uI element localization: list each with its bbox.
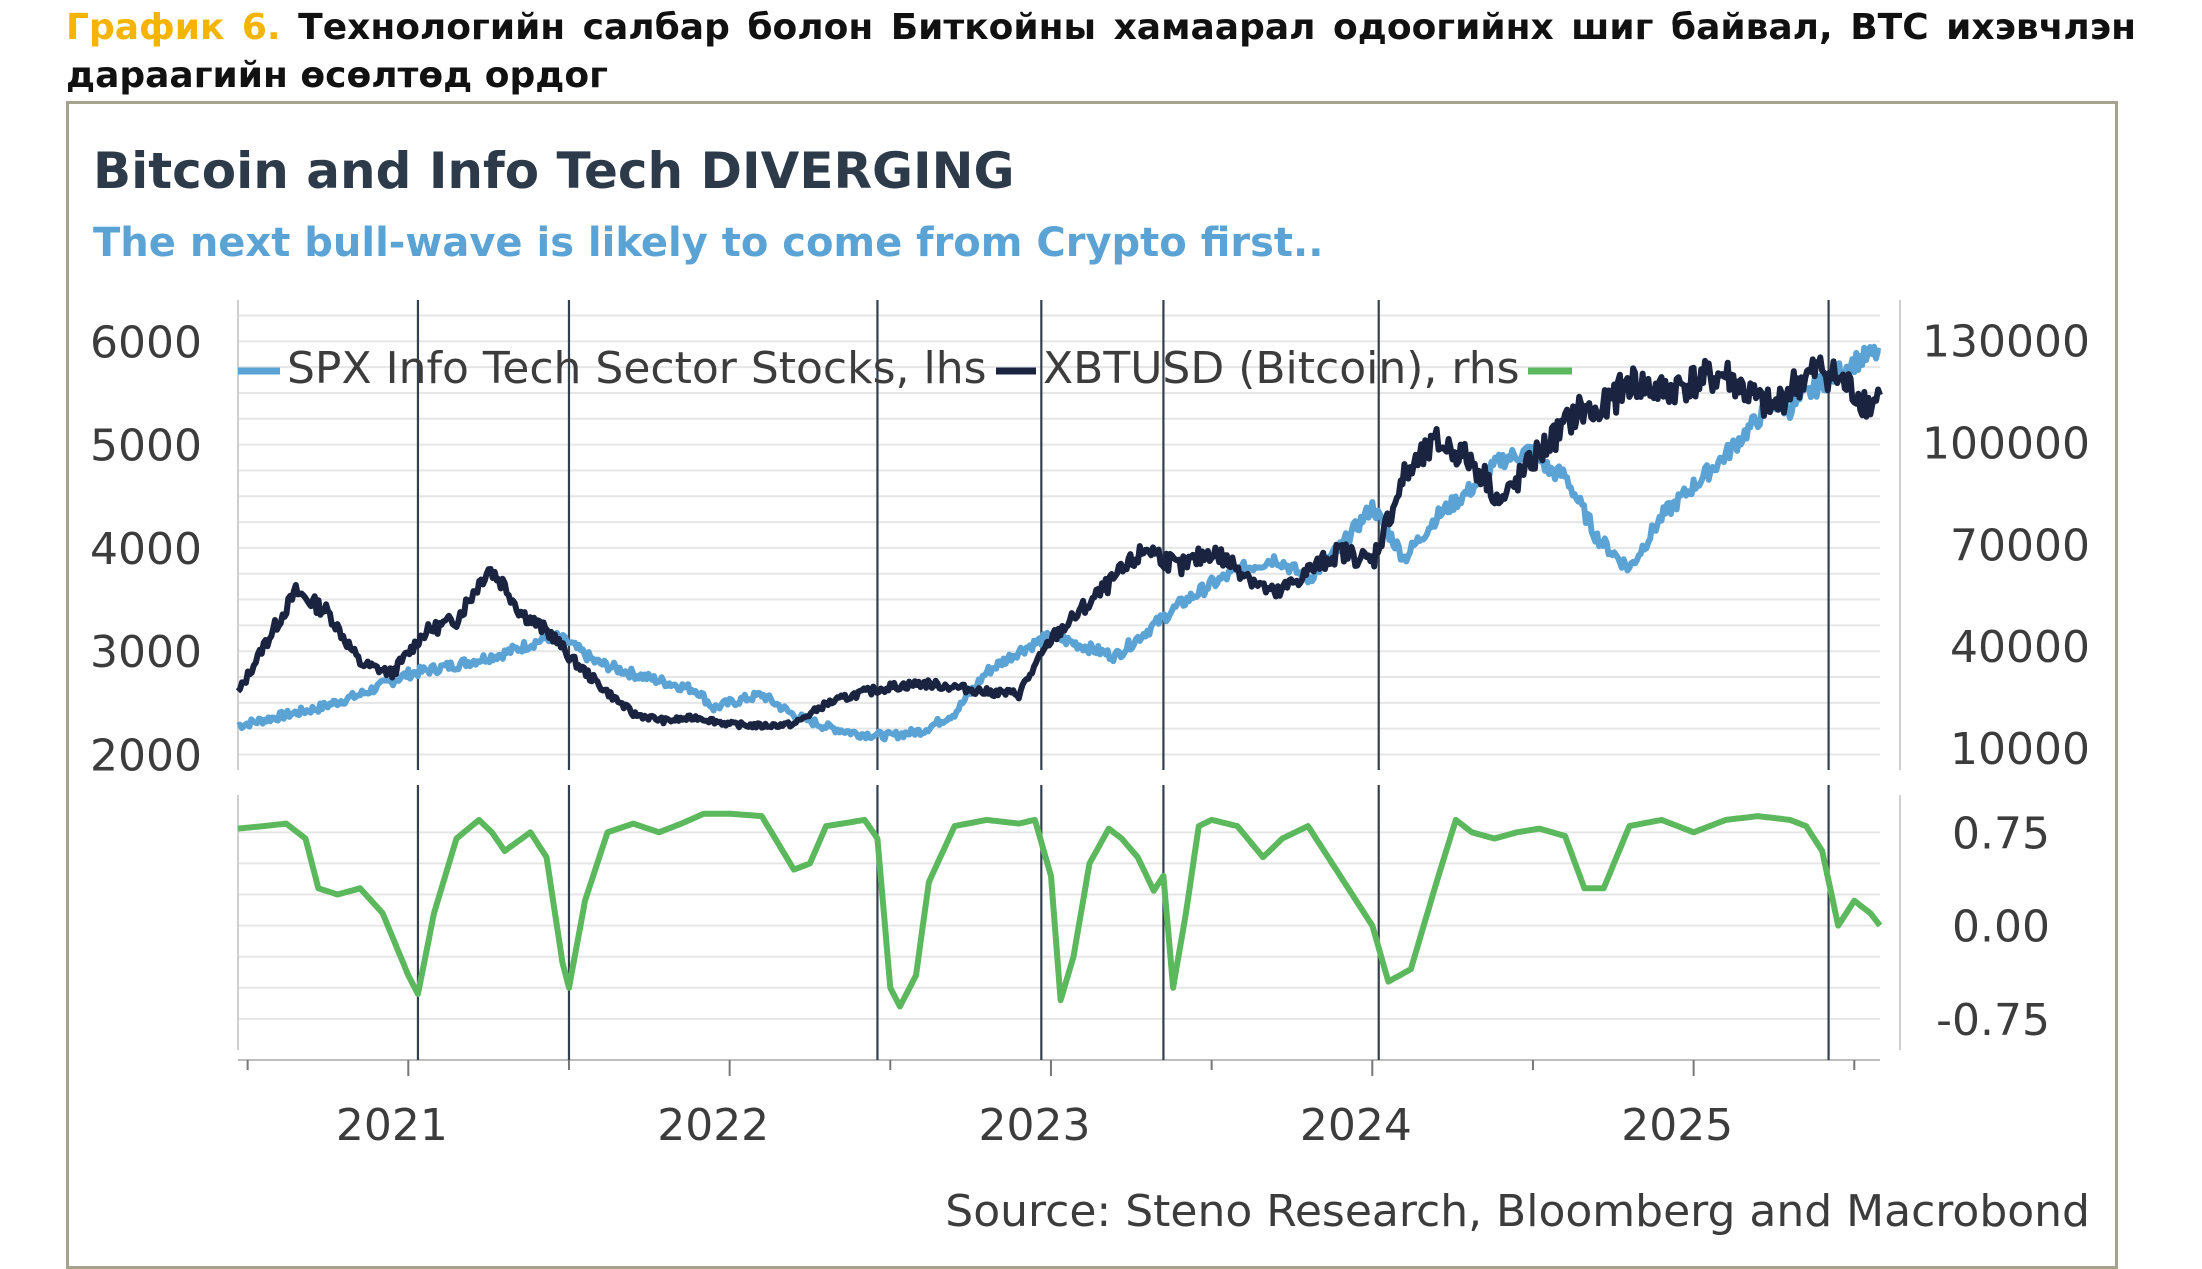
correlation-line: [237, 810, 1883, 1010]
right-tick-label: 100000: [1922, 419, 2090, 470]
tech-sector-line: [236, 343, 1882, 743]
legend: SPX Info Tech Sector Stocks, lhs XBTUSD (…: [238, 343, 1572, 394]
source-note: Source: Steno Research, Bloomberg and Ma…: [945, 1186, 2090, 1237]
chart-title: Bitcoin and Info Tech DIVERGING: [93, 142, 1015, 200]
bitcoin-line: [235, 354, 1883, 731]
x-tick-label: 2025: [1621, 1100, 1733, 1151]
axis-labels: 6000 5000 4000 3000 2000 130000 100000 70000 400…: [90, 317, 2090, 1151]
right-tick-label: 40000: [1950, 622, 2090, 673]
legend-label-btc: XBTUSD (Bitcoin), rhs: [1043, 343, 1520, 394]
right-tick-label: 70000: [1950, 520, 2090, 571]
year-markers: [416, 300, 1830, 1060]
figure-caption: График 6. Технологийн салбар болон Битко…: [66, 4, 2136, 100]
caption-text: Технологийн салбар болон Биткойны хамаар…: [66, 7, 2136, 96]
corr-tick-label: -0.75: [1936, 995, 2050, 1046]
x-tick-label: 2023: [979, 1100, 1091, 1151]
left-tick-label: 5000: [90, 421, 202, 472]
left-tick-label: 4000: [90, 524, 202, 575]
right-tick-label: 10000: [1950, 724, 2090, 775]
left-tick-label: 3000: [90, 627, 202, 678]
corr-tick-label: 0.00: [1952, 902, 2050, 953]
x-tick-label: 2022: [657, 1100, 769, 1151]
chart-subtitle: The next bull-wave is likely to come fro…: [93, 220, 1323, 266]
bottom-panel-grid: [237, 795, 1901, 1076]
x-tick-label: 2024: [1300, 1100, 1412, 1151]
corr-tick-label: 0.75: [1952, 808, 2050, 859]
x-tick-label: 2021: [336, 1100, 448, 1151]
legend-label-tech: SPX Info Tech Sector Stocks, lhs: [287, 343, 987, 394]
left-tick-label: 2000: [90, 731, 202, 782]
left-tick-label: 6000: [90, 317, 202, 368]
right-tick-label: 130000: [1922, 317, 2090, 368]
bottom-panel-series: [237, 810, 1883, 1010]
top-panel-series: [235, 343, 1883, 743]
caption-label: График 6.: [66, 7, 281, 48]
